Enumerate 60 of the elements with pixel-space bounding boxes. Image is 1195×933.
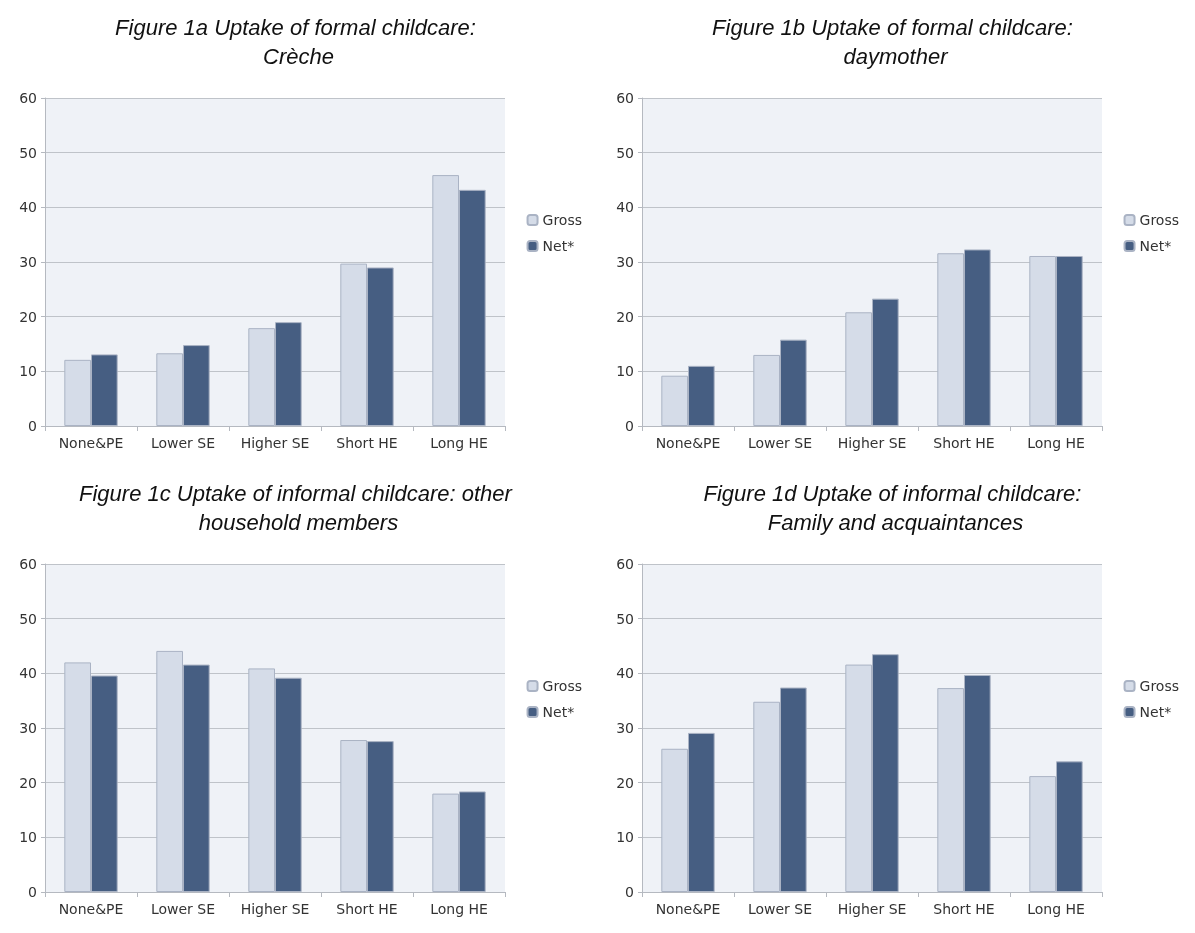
y-tick-label: 0 xyxy=(28,418,37,434)
x-tick-label: Long HE xyxy=(1027,435,1085,451)
x-tick-label: Lower SE xyxy=(747,435,813,451)
x-tick-label: Short HE xyxy=(933,435,995,451)
x-tick-label: None&PE xyxy=(58,901,124,917)
y-tick-label: 40 xyxy=(616,665,634,682)
x-tick-label: Short HE xyxy=(336,901,398,917)
x-tick-label: Long HE xyxy=(1027,901,1085,917)
chart-title: Figure 1c Uptake of informal childcare: other household members xyxy=(79,481,518,535)
y-tick-label: 30 xyxy=(616,720,634,736)
y-tick-label: 30 xyxy=(616,254,634,270)
chart-title: Figure 1a Uptake of formal childcare: Crèche xyxy=(115,15,482,69)
chart-title: Figure 1b Uptake of formal childcare: daymother xyxy=(712,15,1079,69)
legend-label: Net* xyxy=(1139,704,1172,720)
x-tick-label: Long HE xyxy=(430,435,488,451)
y-tick-label: 60 xyxy=(616,556,634,572)
y-tick-label: 10 xyxy=(616,829,634,846)
x-tick-label: Lower SE xyxy=(150,901,216,917)
chart-title: Figure 1d Uptake of informal childcare: Family and acquaintances xyxy=(703,481,1088,535)
x-tick-label: None&PE xyxy=(655,901,721,917)
x-tick-label: Lower SE xyxy=(747,901,813,917)
x-tick-label: Long HE xyxy=(430,901,488,917)
x-tick-label: Short HE xyxy=(933,901,995,917)
y-tick-label: 60 xyxy=(19,90,37,106)
y-tick-label: 50 xyxy=(616,144,634,161)
y-tick-label: 40 xyxy=(19,199,37,216)
x-tick-label: None&PE xyxy=(58,435,124,451)
y-tick-label: 20 xyxy=(616,308,634,325)
x-tick-label: Higher SE xyxy=(240,901,310,917)
x-tick-label: Higher SE xyxy=(837,435,907,451)
legend-label: Gross xyxy=(1139,212,1179,228)
legend-label: Gross xyxy=(1139,678,1179,694)
x-tick-label: Higher SE xyxy=(837,901,907,917)
y-tick-label: 20 xyxy=(19,308,37,325)
x-tick-label: Short HE xyxy=(336,435,398,451)
y-tick-label: 0 xyxy=(625,418,634,434)
y-tick-label: 10 xyxy=(19,363,37,380)
y-tick-label: 50 xyxy=(19,144,37,161)
y-tick-label: 50 xyxy=(19,610,37,627)
x-tick-label: Lower SE xyxy=(150,435,216,451)
y-tick-label: 10 xyxy=(19,829,37,846)
y-tick-label: 60 xyxy=(616,90,634,106)
y-tick-label: 20 xyxy=(19,774,37,791)
legend-label: Gross xyxy=(542,678,582,694)
x-tick-label: Higher SE xyxy=(240,435,310,451)
y-tick-label: 40 xyxy=(19,665,37,682)
y-tick-label: 30 xyxy=(19,254,37,270)
legend-label: Gross xyxy=(542,212,582,228)
y-tick-label: 0 xyxy=(625,884,634,900)
y-tick-label: 10 xyxy=(616,363,634,380)
y-tick-label: 20 xyxy=(616,774,634,791)
y-tick-label: 0 xyxy=(28,884,37,900)
legend-label: Net* xyxy=(1139,238,1172,254)
y-tick-label: 50 xyxy=(616,610,634,627)
x-tick-label: None&PE xyxy=(655,435,721,451)
y-tick-label: 40 xyxy=(616,199,634,216)
legend-label: Net* xyxy=(542,238,575,254)
legend-label: Net* xyxy=(542,704,575,720)
y-tick-label: 30 xyxy=(19,720,37,736)
y-tick-label: 60 xyxy=(19,556,37,572)
